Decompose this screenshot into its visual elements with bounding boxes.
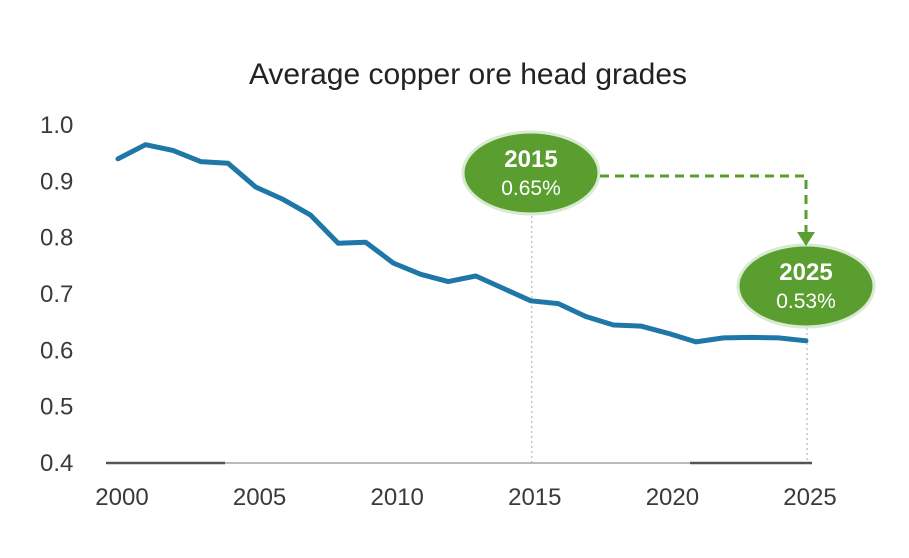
callout-year-label: 2015 xyxy=(504,146,557,173)
chart-title: Average copper ore head grades xyxy=(249,58,687,91)
series-group xyxy=(115,142,809,345)
y-tick-label: 0.5 xyxy=(40,394,73,421)
axes-group: 0.4 0.5 0.6 0.7 0.8 0.9 1.0 2000 2005 2010 2015 202… xyxy=(40,112,837,511)
y-tick-label: 0.8 xyxy=(40,225,73,252)
callout-value-label: 0.65% xyxy=(501,177,561,200)
y-tick-label: 0.7 xyxy=(40,281,73,308)
x-tick-label: 2020 xyxy=(646,484,699,511)
x-tick-label: 2000 xyxy=(95,484,148,511)
y-tick-label: 0.4 xyxy=(40,450,73,477)
series-line xyxy=(115,142,809,345)
y-tick-label: 0.9 xyxy=(40,168,73,195)
y-tick-label: 0.6 xyxy=(40,337,73,364)
y-tick-label: 1.0 xyxy=(40,112,73,139)
x-tick-label: 2025 xyxy=(783,484,836,511)
callout-annotations: 2015 0.65% 2025 0.53% xyxy=(461,130,876,329)
callout-bubble xyxy=(461,130,601,216)
x-tick-label: 2005 xyxy=(233,484,286,511)
x-tick-label: 2015 xyxy=(508,484,561,511)
x-tick-label: 2010 xyxy=(371,484,424,511)
callout-bubble xyxy=(736,243,876,329)
callout-arrow-line xyxy=(600,174,808,236)
callout-value-label: 0.53% xyxy=(776,290,836,313)
callout-year-label: 2025 xyxy=(779,259,832,286)
guide-lines xyxy=(531,196,808,463)
callout-arrow-head xyxy=(797,232,815,246)
